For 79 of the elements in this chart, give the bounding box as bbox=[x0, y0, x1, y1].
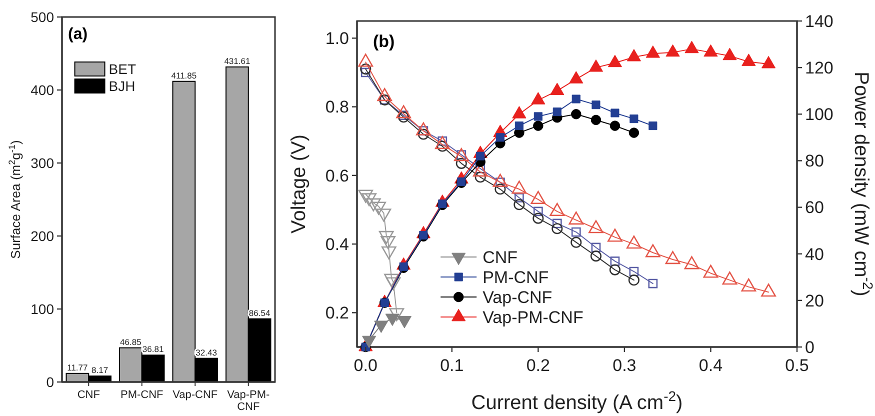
data-label: 86.54 bbox=[248, 308, 270, 318]
x-tick-label: 0.1 bbox=[440, 356, 464, 375]
x-tick-label: PM-CNF bbox=[120, 389, 164, 401]
x-tick-label: Vap-PM-CNF bbox=[227, 389, 270, 414]
point bbox=[684, 40, 699, 54]
y-axis-title: Voltage (V) bbox=[288, 134, 310, 234]
x-tick-label: 0.5 bbox=[785, 356, 809, 375]
point bbox=[630, 114, 638, 124]
point bbox=[514, 122, 524, 130]
point bbox=[572, 94, 580, 104]
text: (b) bbox=[373, 32, 395, 51]
data-label: 431.61 bbox=[224, 56, 250, 66]
point bbox=[385, 314, 400, 326]
data-label: 411.85 bbox=[171, 70, 197, 80]
x-tick-label: 0.0 bbox=[354, 356, 378, 375]
y-tick-label: 0.8 bbox=[325, 98, 349, 117]
point bbox=[722, 48, 737, 60]
point bbox=[666, 44, 680, 57]
y2-tick-label: 60 bbox=[805, 198, 824, 218]
point bbox=[588, 59, 604, 72]
point bbox=[704, 44, 718, 57]
point bbox=[646, 46, 660, 58]
point bbox=[648, 122, 658, 130]
point bbox=[610, 120, 620, 131]
point bbox=[608, 54, 622, 68]
point bbox=[374, 320, 388, 333]
point bbox=[552, 108, 562, 116]
x-axis-title: Current density (A cm$^{-2}$) bbox=[471, 388, 683, 414]
point bbox=[592, 100, 600, 110]
y-tick-label: 100 bbox=[30, 300, 54, 317]
point bbox=[531, 92, 546, 104]
point bbox=[571, 109, 582, 120]
y-tick-label: 0.2 bbox=[325, 304, 349, 323]
data-label: 32.43 bbox=[196, 347, 218, 358]
y-tick-label: 300 bbox=[30, 154, 54, 171]
point bbox=[628, 128, 640, 138]
point bbox=[626, 48, 641, 62]
data-label: 36.81 bbox=[142, 344, 164, 354]
x-tick-label: 0.4 bbox=[698, 356, 723, 375]
point bbox=[533, 120, 544, 131]
point bbox=[534, 112, 542, 121]
x-tick-label: CNF bbox=[77, 389, 100, 401]
y-tick-label: 0 bbox=[46, 374, 54, 390]
point bbox=[610, 108, 620, 118]
y2-tick-label: 0 bbox=[805, 338, 814, 357]
x-tick-label: Vap-CNF bbox=[172, 389, 218, 401]
x-tick-label: 0.3 bbox=[612, 356, 636, 375]
y2-tick-label: 140 bbox=[805, 12, 834, 31]
y-tick-label: 500 bbox=[30, 8, 54, 25]
point bbox=[397, 316, 412, 328]
point bbox=[761, 56, 776, 68]
legend-label: CNF bbox=[482, 248, 518, 267]
data-label: 46.85 bbox=[120, 336, 142, 347]
legend-label: PM-CNF bbox=[482, 268, 549, 287]
data-label: 8.17 bbox=[92, 365, 108, 376]
y-tick-label: 1.0 bbox=[325, 29, 349, 48]
point bbox=[590, 114, 602, 126]
y2-tick-label: 100 bbox=[805, 105, 834, 124]
data-label: 11.77 bbox=[67, 362, 88, 372]
y2-tick-label: 40 bbox=[805, 244, 824, 264]
point bbox=[742, 54, 756, 66]
legend-label: Vap-PM-CNF bbox=[482, 308, 584, 327]
point bbox=[362, 336, 376, 348]
y-tick-label: 200 bbox=[30, 228, 54, 244]
point bbox=[512, 106, 526, 118]
legend-label: BJH bbox=[108, 78, 136, 94]
legend-label: BET bbox=[108, 60, 136, 77]
x-tick-label: 0.2 bbox=[526, 356, 550, 375]
y-tick-label: 400 bbox=[30, 82, 54, 98]
point bbox=[550, 82, 564, 96]
y2-tick-label: 120 bbox=[805, 58, 834, 78]
y2-tick-label: 20 bbox=[805, 291, 824, 310]
y2-tick-label: 80 bbox=[805, 152, 824, 171]
y-tick-label: 0.4 bbox=[325, 235, 349, 254]
y-tick-label: 0.6 bbox=[325, 166, 349, 186]
text: (a) bbox=[68, 26, 88, 43]
point bbox=[496, 133, 504, 142]
legend-label: Vap-CNF bbox=[482, 288, 552, 307]
point bbox=[569, 71, 584, 84]
